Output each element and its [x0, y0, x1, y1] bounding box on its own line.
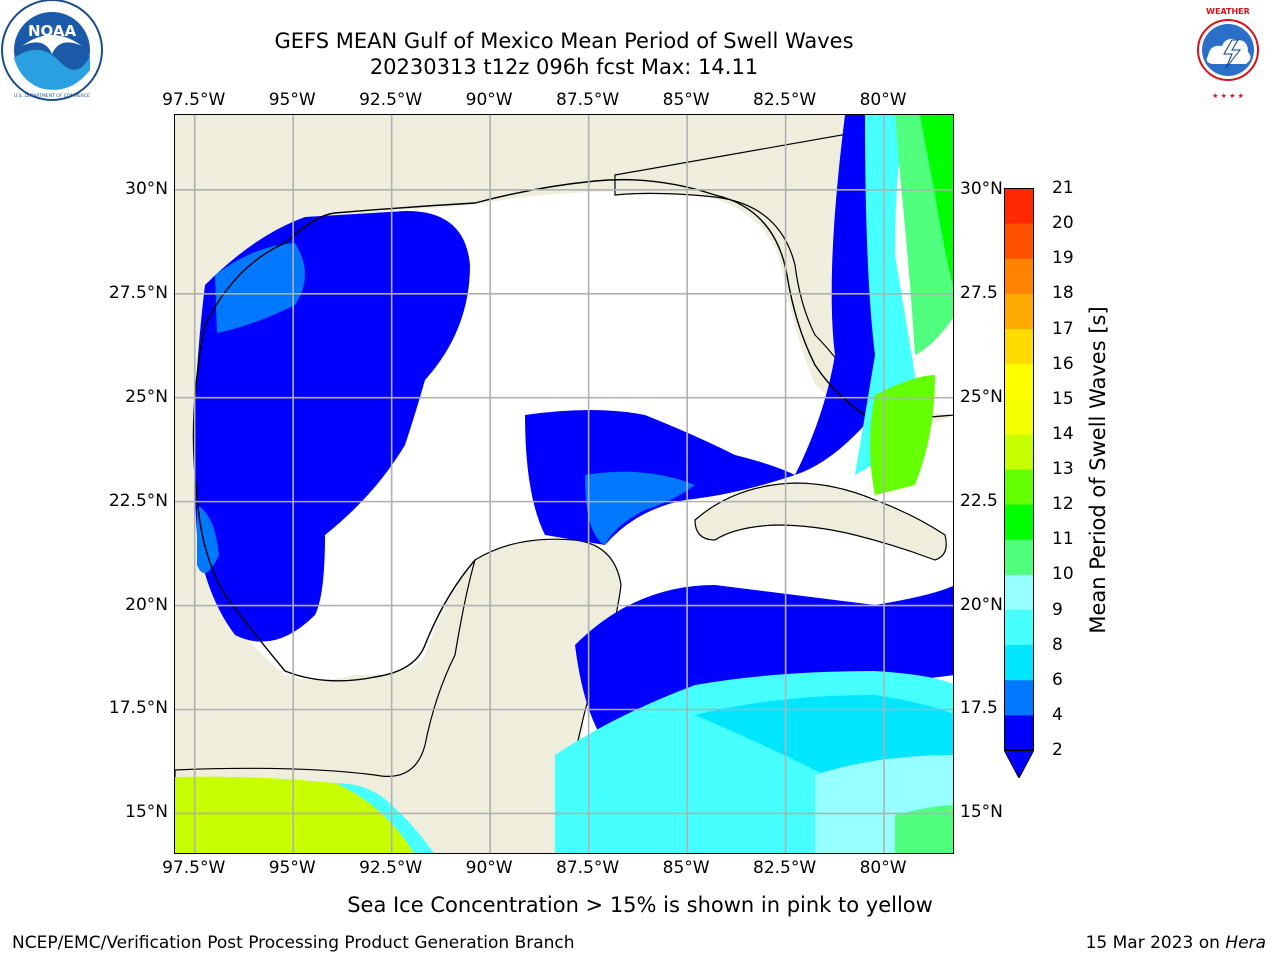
- colorbar-tick-label: 9: [1052, 599, 1063, 620]
- lat-label-right: 15°N: [960, 802, 1003, 823]
- lat-label-right: 17.5: [960, 698, 998, 719]
- lon-label-top: 85°W: [662, 90, 710, 110]
- colorbar-segment: [1004, 504, 1034, 540]
- lat-label-left: 25°N: [125, 386, 168, 407]
- svg-text:U.S. DEPARTMENT OF COMMERCE: U.S. DEPARTMENT OF COMMERCE: [14, 93, 90, 99]
- colorbar: [1004, 188, 1034, 778]
- lat-label-right: 20°N: [960, 594, 1003, 615]
- lat-label-left: 15°N: [125, 802, 168, 823]
- colorbar-tick-label: 20: [1052, 213, 1074, 234]
- map-panel: [174, 114, 954, 854]
- map-canvas: [175, 115, 953, 853]
- colorbar-segment: [1004, 363, 1034, 400]
- lon-label-top: 97.5°W: [162, 90, 226, 110]
- lon-label-bottom: 95°W: [268, 858, 316, 878]
- footer-date-text: 15 Mar 2023 on: [1085, 933, 1226, 953]
- swell-bright-green-atlantic: [920, 115, 953, 287]
- colorbar-tick-label: 16: [1052, 353, 1074, 374]
- colorbar-segment: [1004, 188, 1034, 224]
- chart-title: GEFS MEAN Gulf of Mexico Mean Period of …: [274, 29, 854, 53]
- sea-ice-note: Sea Ice Concentration > 15% is shown in …: [347, 893, 933, 917]
- lat-label-right: 30°N: [960, 178, 1003, 199]
- colorbar-tick-label: 18: [1052, 283, 1074, 304]
- colorbar-segment: [1004, 539, 1034, 575]
- lon-label-top: 87.5°W: [556, 90, 620, 110]
- colorbar-tick-label: 10: [1052, 564, 1074, 585]
- svg-text:★ ★ ★ ★: ★ ★ ★ ★: [1212, 92, 1244, 100]
- colorbar-tick-label: 11: [1052, 529, 1074, 550]
- swell-green-caribbean: [895, 805, 953, 853]
- lon-label-bottom: 85°W: [662, 858, 710, 878]
- lon-label-bottom: 97.5°W: [162, 858, 226, 878]
- colorbar-tick-label: 17: [1052, 318, 1074, 339]
- colorbar-tick-label: 13: [1052, 459, 1074, 479]
- colorbar-segment: [1004, 714, 1034, 751]
- swell-green-bahamas: [870, 375, 935, 495]
- noaa-logo-icon: NOAA U.S. DEPARTMENT OF COMMERCE: [1, 0, 103, 101]
- swell-mid-blue-central: [585, 471, 695, 545]
- colorbar-under-arrow: [1004, 749, 1034, 778]
- lon-label-bottom: 87.5°W: [556, 858, 620, 878]
- lon-label-top: 90°W: [465, 90, 513, 110]
- colorbar-segment: [1004, 574, 1034, 610]
- lat-label-left: 30°N: [125, 178, 168, 199]
- chart-subtitle: 20230313 t12z 096h fcst Max: 14.11: [369, 55, 759, 79]
- lon-label-top: 82.5°W: [753, 90, 817, 110]
- colorbar-tick-label: 21: [1052, 178, 1074, 198]
- svg-text:NOAA: NOAA: [28, 22, 77, 40]
- colorbar-segment: [1004, 644, 1034, 681]
- colorbar-tick-label: 12: [1052, 494, 1074, 515]
- lon-label-bottom: 80°W: [859, 858, 907, 878]
- footer-credit: NCEP/EMC/Verification Post Processing Pr…: [12, 933, 575, 953]
- swell-mid-blue-west-gulf: [215, 243, 305, 333]
- lat-label-left: 22.5°N: [108, 490, 168, 511]
- lon-label-bottom: 82.5°W: [753, 858, 817, 878]
- lon-label-top: 95°W: [268, 90, 316, 110]
- colorbar-tick-label: 15: [1052, 388, 1074, 409]
- mexico-coastline: [196, 494, 476, 682]
- lon-label-bottom: 90°W: [465, 858, 513, 878]
- map-gridlines: [175, 115, 953, 853]
- lat-label-left: 20°N: [125, 594, 168, 615]
- colorbar-segment: [1004, 293, 1034, 329]
- swell-yellow-green-pacific: [175, 776, 414, 853]
- swell-shading: [175, 115, 953, 853]
- lon-label-top: 92.5°W: [359, 90, 423, 110]
- lat-label-left: 27.5°N: [108, 282, 168, 303]
- colorbar-tick-label: 4: [1052, 704, 1063, 725]
- colorbar-title: Mean Period of Swell Waves [s]: [1086, 306, 1110, 634]
- lat-label-right: 22.5: [960, 490, 998, 511]
- colorbar-frame: [1004, 188, 1034, 751]
- colorbar-segment: [1004, 328, 1034, 365]
- colorbar-segment: [1004, 469, 1034, 505]
- us-gulf-coastline: [192, 178, 866, 496]
- colorbar-tick-label: 6: [1052, 669, 1063, 690]
- colorbar-segment: [1004, 258, 1034, 294]
- colorbar-segment: [1004, 679, 1034, 716]
- lat-label-right: 25°N: [960, 386, 1003, 407]
- swell-cyan-pacific-edge: [335, 783, 434, 853]
- lon-label-bottom: 92.5°W: [359, 858, 423, 878]
- colorbar-segment: [1004, 609, 1034, 646]
- lon-label-top: 80°W: [859, 90, 907, 110]
- colorbar-tick-label: 8: [1052, 634, 1063, 655]
- colorbar-tick-label: 2: [1052, 740, 1063, 760]
- colorbar-segment: [1004, 398, 1034, 435]
- lat-label-left: 17.5°N: [108, 698, 168, 719]
- colorbar-segment: [1004, 223, 1034, 259]
- footer-date: 15 Mar 2023 on Hera: [1086, 932, 1266, 954]
- nws-logo-icon: WEATHER ★ ★ ★ ★: [1182, 4, 1274, 100]
- svg-text:WEATHER: WEATHER: [1206, 7, 1250, 16]
- colorbar-tick-label: 19: [1052, 248, 1074, 269]
- lat-label-right: 27.5: [960, 282, 998, 303]
- colorbar-segment: [1004, 433, 1034, 470]
- colorbar-tick-label: 14: [1052, 423, 1074, 444]
- swell-mid-blue-southwest: [197, 505, 219, 573]
- footer-host: Hera: [1225, 933, 1266, 953]
